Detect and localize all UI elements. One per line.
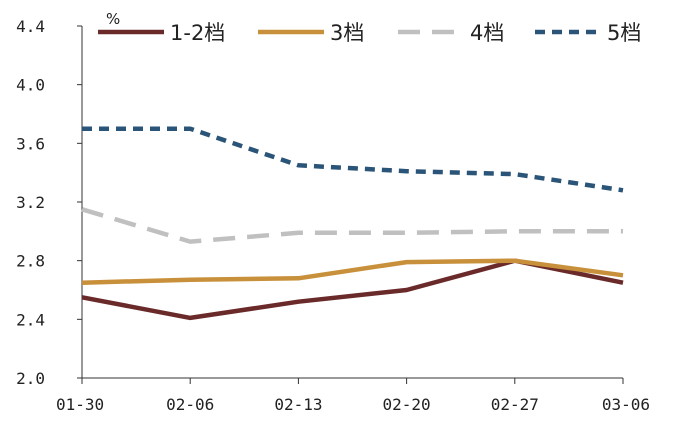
x-tick-label: 02-06 — [166, 395, 214, 414]
y-tick-label: 4.0 — [16, 76, 45, 95]
y-tick-label: 2.0 — [16, 369, 45, 388]
legend-label: 3档 — [330, 21, 364, 45]
y-tick-label: 3.2 — [16, 193, 45, 212]
y-axis-unit: % — [106, 10, 120, 28]
legend: 1-2档 3档 4档 5档 — [98, 21, 641, 45]
y-tick-label: 2.8 — [16, 252, 45, 271]
series-line — [81, 207, 623, 244]
legend-label: 4档 — [470, 21, 504, 45]
y-tick-label: 4.4 — [16, 17, 45, 36]
x-tick-label: 03-06 — [602, 395, 650, 414]
axes — [77, 25, 624, 384]
x-tick-label: 02-13 — [274, 395, 322, 414]
x-tick-label: 01-30 — [56, 395, 104, 414]
x-tick-label: 02-20 — [383, 395, 431, 414]
tick-labels: 2.0 2.4 2.8 3.2 3.6 4.0 4.4 01-30 02-06 02-13 02-2… — [16, 17, 650, 414]
series-line — [81, 258, 624, 285]
series-line — [82, 126, 624, 193]
x-tick-label: 02-27 — [491, 395, 539, 414]
series-lines — [81, 126, 624, 321]
y-tick-label: 3.6 — [16, 134, 45, 153]
legend-label: 5档 — [607, 21, 641, 45]
y-tick-label: 2.4 — [16, 310, 45, 329]
legend-label: 1-2档 — [170, 21, 225, 45]
